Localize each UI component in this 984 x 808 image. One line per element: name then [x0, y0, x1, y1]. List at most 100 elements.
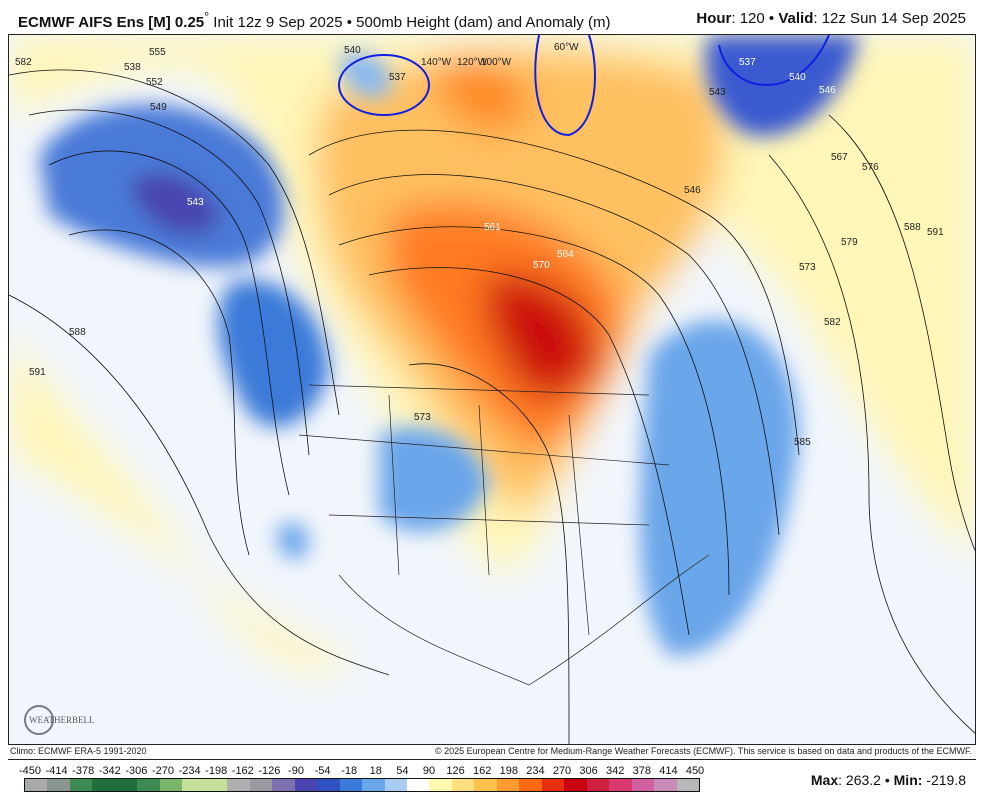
colorbar-tick: -342	[98, 765, 121, 777]
svg-text:561: 561	[484, 222, 501, 233]
svg-text:540: 540	[344, 45, 361, 56]
colorbar-swatch	[227, 779, 250, 791]
svg-text:570: 570	[533, 260, 550, 271]
colorbar-tick: 414	[659, 765, 678, 777]
svg-text:543: 543	[709, 87, 726, 98]
colorbar-swatch	[541, 779, 565, 791]
colorbar-tick: 162	[473, 765, 492, 777]
svg-text:546: 546	[684, 185, 701, 196]
colorbar-swatch	[69, 779, 93, 791]
svg-text:585: 585	[794, 437, 811, 448]
svg-text:543: 543	[187, 197, 204, 208]
svg-text:564: 564	[557, 249, 574, 260]
colorbar-swatch	[182, 779, 205, 791]
max-label: Max	[810, 772, 839, 788]
svg-text:591: 591	[29, 367, 46, 378]
colorbar-swatch	[25, 779, 48, 791]
colorbar-tick: -450	[18, 765, 42, 777]
colorbar-tick: -54	[314, 765, 331, 777]
weatherbell-logo: WEATHERBELL	[24, 705, 95, 735]
colorbar-swatch	[114, 779, 138, 791]
colorbar-swatch	[362, 779, 385, 791]
svg-text:552: 552	[146, 77, 163, 88]
min-value: -219.8	[922, 772, 966, 788]
colorbar-tick: 306	[579, 765, 598, 777]
colorbar-swatch	[339, 779, 363, 791]
colorbar-swatch	[92, 779, 115, 791]
model-name: ECMWF AIFS Ens [M] 0.25	[18, 14, 205, 31]
colorbar-tick: -126	[258, 765, 281, 777]
colorbar-swatch	[272, 779, 295, 791]
colorbar-swatch	[249, 779, 273, 791]
colorbar-swatch	[654, 779, 677, 791]
colorbar-swatch	[159, 779, 183, 791]
colorbar	[24, 778, 700, 792]
colorbar-swatch	[47, 779, 70, 791]
colorbar-swatch	[406, 779, 430, 791]
weather-map[interactable]: 582 538 555 552 549 543 540 537 588 591 561 56…	[8, 34, 976, 745]
product-name: 500mb Height (dam) and Anomaly (m)	[356, 14, 611, 31]
svg-text:555: 555	[149, 47, 166, 58]
max-value: : 263.2	[838, 772, 881, 788]
min-label: Min:	[893, 772, 923, 788]
colorbar-tick: 342	[606, 765, 625, 777]
colorbar-swatch	[496, 779, 520, 791]
colorbar-tick: -414	[45, 765, 68, 777]
svg-text:588: 588	[904, 222, 921, 233]
svg-text:WEATHERBELL: WEATHERBELL	[29, 715, 95, 725]
svg-text:588: 588	[69, 327, 86, 338]
init-time: Init 12z 9 Sep 2025	[213, 14, 343, 31]
valid-info: Hour: 120 • Valid: 12z Sun 14 Sep 2025	[696, 10, 966, 27]
colorbar-ticks: -450 -414 -378 -342 -306 -270 -234 -198 -162 -126…	[12, 765, 704, 779]
colorbar-swatch	[676, 779, 700, 791]
map-title: ECMWF AIFS Ens [M] 0.25° Init 12z 9 Sep …	[18, 10, 610, 31]
colorbar-swatch	[204, 779, 228, 791]
colorbar-tick: 270	[552, 765, 572, 777]
valid-label: Valid	[778, 10, 814, 27]
svg-text:573: 573	[414, 412, 431, 423]
svg-text:567: 567	[831, 152, 848, 163]
colorbar-swatch	[137, 779, 160, 791]
max-min: Max: 263.2 • Min: -219.8	[811, 772, 966, 788]
colorbar-tick: 90	[422, 765, 436, 777]
divider	[8, 759, 976, 760]
colorbar-swatch	[429, 779, 452, 791]
copyright: © 2025 European Centre for Medium-Range …	[434, 746, 972, 756]
colorbar-tick: 54	[396, 765, 409, 777]
colorbar-swatch	[519, 779, 542, 791]
sep: •	[880, 772, 894, 788]
colorbar-swatch	[586, 779, 610, 791]
colorbar-swatch	[564, 779, 587, 791]
colorbar-swatch	[609, 779, 632, 791]
colorbar-tick: -162	[231, 765, 254, 777]
svg-text:591: 591	[927, 227, 944, 238]
colorbar-tick: 378	[632, 765, 651, 777]
colorbar-tick: 198	[499, 765, 518, 777]
colorbar-tick: -198	[205, 765, 228, 777]
sep: •	[768, 10, 775, 27]
svg-text:538: 538	[124, 62, 141, 73]
colorbar-tick: -18	[341, 765, 358, 777]
svg-text:120°W: 120°W	[457, 57, 488, 68]
colorbar-tick: 126	[446, 765, 465, 777]
svg-text:540: 540	[789, 72, 806, 83]
svg-text:582: 582	[824, 317, 841, 328]
svg-text:549: 549	[150, 102, 167, 113]
degree: °	[204, 10, 210, 24]
colorbar-tick: -90	[288, 765, 304, 777]
colorbar-tick: -378	[72, 765, 95, 777]
colorbar-tick: -306	[125, 765, 148, 777]
svg-text:546: 546	[819, 85, 836, 96]
colorbar-swatch	[474, 779, 497, 791]
svg-text:60°W: 60°W	[554, 42, 579, 53]
svg-text:582: 582	[15, 57, 32, 68]
svg-text:100°W: 100°W	[481, 57, 512, 68]
svg-text:537: 537	[389, 72, 406, 83]
colorbar-tick: 234	[526, 765, 545, 777]
colorbar-tick: -270	[151, 765, 175, 777]
svg-text:537: 537	[739, 57, 756, 68]
svg-text:573: 573	[799, 262, 816, 273]
hour-value: : 120	[731, 10, 765, 27]
svg-text:140°W: 140°W	[421, 57, 452, 68]
svg-text:576: 576	[862, 162, 879, 173]
